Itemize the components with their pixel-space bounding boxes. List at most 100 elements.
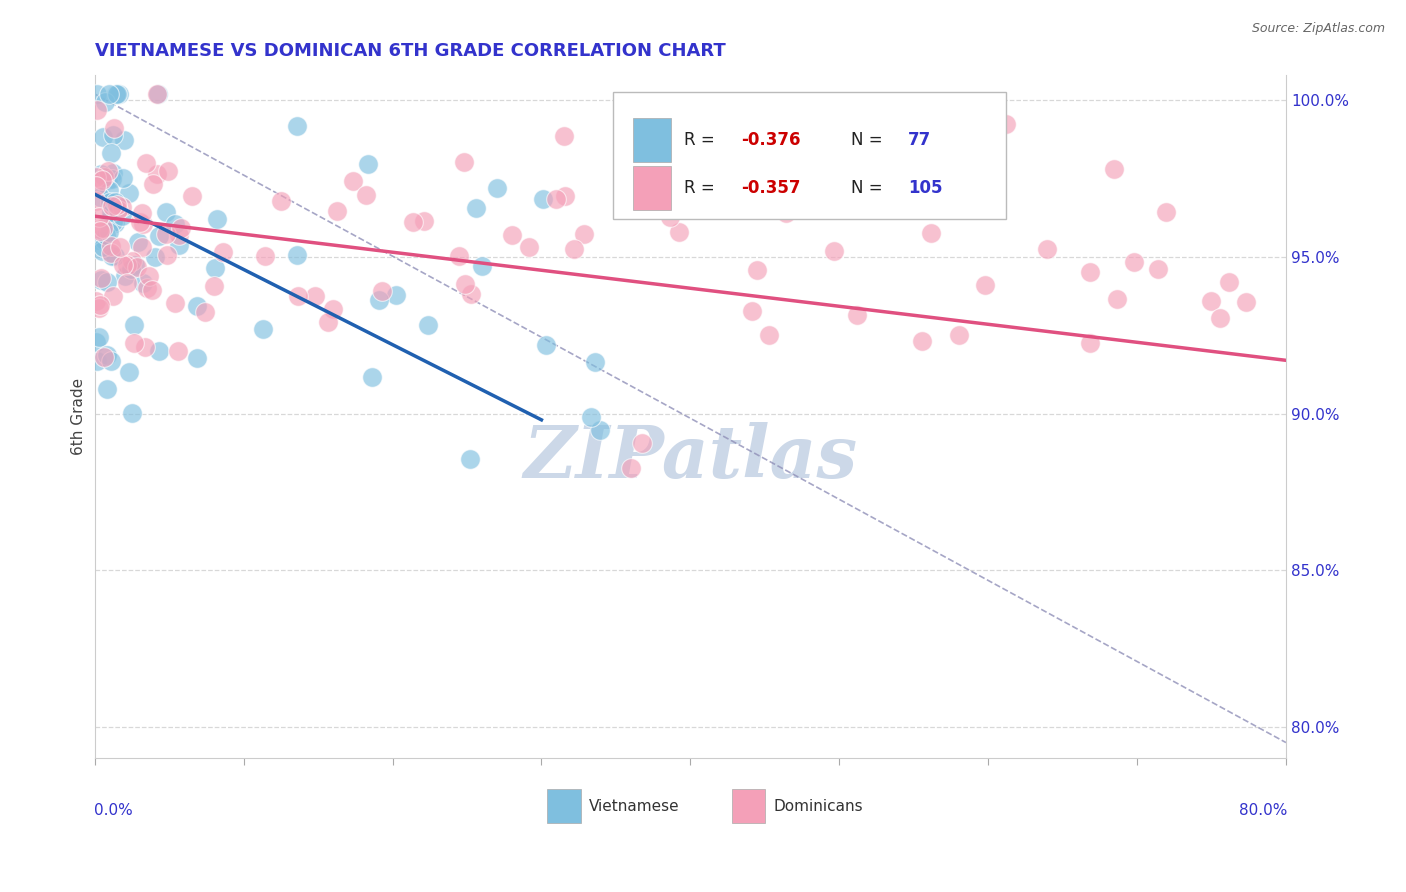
Point [114, 268, 136, 283]
Point [138, 269, 160, 284]
Text: -0.376: -0.376 [741, 131, 801, 149]
Point [1218, 276, 1240, 290]
Point [107, 87, 129, 101]
Point [122, 336, 145, 351]
Point [100, 353, 122, 368]
Point [121, 253, 143, 268]
Point [285, 248, 308, 262]
Point [90, 168, 112, 182]
Point [1122, 255, 1144, 269]
Point [135, 156, 157, 170]
Point [131, 206, 153, 220]
Text: Dominicans: Dominicans [773, 798, 863, 814]
Point [501, 227, 523, 242]
Point [96, 348, 118, 362]
Point [115, 258, 138, 272]
Point [120, 262, 142, 277]
Point [668, 225, 690, 239]
Point [90, 273, 112, 287]
Point [127, 235, 149, 249]
Point [105, 87, 128, 101]
Point [322, 302, 344, 317]
Text: 77: 77 [908, 131, 932, 149]
Point [1105, 292, 1128, 306]
Point [118, 186, 141, 200]
Point [89, 298, 111, 312]
Point [630, 436, 652, 450]
Point [326, 203, 349, 218]
Point [412, 214, 434, 228]
FancyBboxPatch shape [613, 92, 1007, 219]
Point [920, 226, 942, 240]
Point [87, 210, 110, 224]
Point [287, 289, 309, 303]
Point [775, 206, 797, 220]
Point [91, 221, 114, 235]
Point [181, 189, 204, 203]
Point [111, 200, 134, 214]
Point [485, 180, 508, 194]
Point [136, 280, 159, 294]
Point [124, 258, 146, 272]
Y-axis label: 6th Grade: 6th Grade [72, 378, 86, 455]
Point [845, 308, 868, 322]
Point [103, 166, 125, 180]
Point [107, 202, 129, 217]
Point [354, 187, 377, 202]
FancyBboxPatch shape [547, 789, 581, 823]
Point [84, 294, 107, 309]
Point [458, 451, 481, 466]
Text: VIETNAMESE VS DOMINICAN 6TH GRADE CORRELATION CHART: VIETNAMESE VS DOMINICAN 6TH GRADE CORREL… [94, 42, 725, 60]
Point [103, 195, 125, 210]
Point [186, 299, 208, 313]
Point [127, 260, 149, 275]
Point [86, 103, 108, 118]
Point [948, 328, 970, 343]
Point [84, 179, 107, 194]
Point [1296, 144, 1319, 158]
Point [1078, 265, 1101, 279]
Point [1209, 311, 1232, 326]
Point [554, 189, 576, 203]
Point [89, 190, 111, 204]
Point [141, 283, 163, 297]
Point [186, 351, 208, 365]
Point [212, 244, 235, 259]
Point [98, 87, 121, 101]
Point [1154, 205, 1177, 219]
Text: R =: R = [685, 179, 720, 197]
Point [103, 289, 125, 303]
Point [111, 258, 134, 272]
Point [98, 211, 121, 226]
Point [531, 192, 554, 206]
Point [1147, 261, 1170, 276]
Point [84, 194, 107, 208]
Point [194, 305, 217, 319]
Point [132, 276, 155, 290]
Point [453, 154, 475, 169]
Point [170, 221, 193, 235]
Point [1102, 161, 1125, 176]
Text: -0.357: -0.357 [741, 179, 801, 197]
Text: N =: N = [851, 131, 889, 149]
Point [1199, 293, 1222, 308]
Point [167, 343, 190, 358]
Point [204, 261, 226, 276]
Point [86, 87, 108, 101]
Point [270, 194, 292, 208]
Point [562, 242, 585, 256]
Point [97, 163, 120, 178]
Point [367, 293, 389, 307]
Point [995, 117, 1018, 131]
Point [101, 171, 124, 186]
Point [101, 128, 124, 142]
Point [105, 198, 128, 212]
Point [121, 406, 143, 420]
Point [169, 227, 191, 242]
Text: 0.0%: 0.0% [94, 803, 132, 818]
Point [553, 129, 575, 144]
Point [167, 238, 190, 252]
Point [103, 215, 125, 229]
Point [112, 171, 135, 186]
Point [1234, 294, 1257, 309]
